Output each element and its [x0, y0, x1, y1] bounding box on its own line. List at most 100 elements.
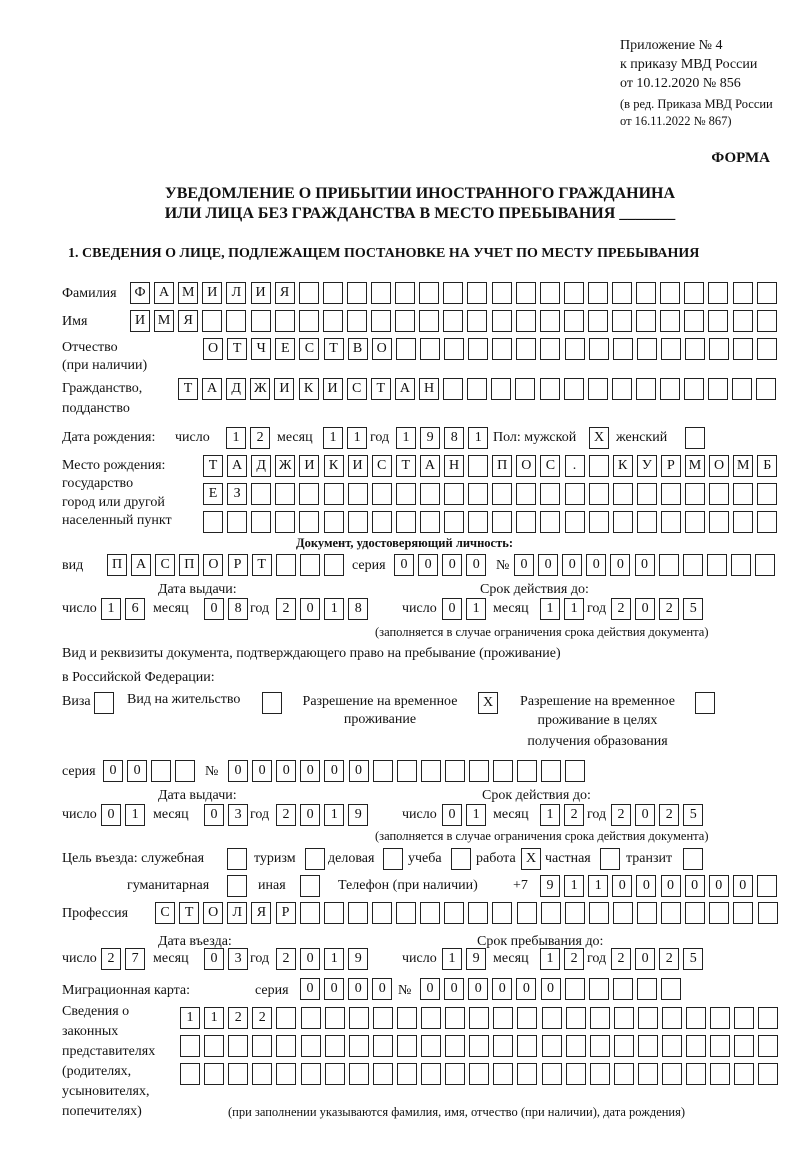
char-cell[interactable]: 1 — [101, 598, 121, 620]
char-cell[interactable] — [396, 760, 417, 782]
char-cell[interactable] — [444, 483, 464, 505]
char-cell[interactable] — [755, 554, 775, 576]
char-cell[interactable] — [565, 1063, 586, 1085]
char-cell[interactable]: 1 — [588, 875, 609, 897]
char-cell[interactable]: Ч — [251, 338, 272, 360]
char-cell[interactable] — [493, 1035, 514, 1057]
char-cell[interactable] — [276, 1035, 297, 1057]
char-cell[interactable] — [323, 511, 344, 533]
char-cell[interactable] — [635, 378, 656, 400]
char-cell[interactable] — [539, 378, 560, 400]
char-cell[interactable]: 0 — [420, 978, 440, 1000]
char-cell[interactable] — [227, 875, 247, 897]
char-cell[interactable] — [468, 902, 489, 924]
char-cell[interactable]: К — [612, 455, 633, 477]
char-cell[interactable] — [396, 1035, 417, 1057]
char-cell[interactable] — [180, 1035, 200, 1057]
char-cell[interactable] — [612, 282, 632, 304]
char-cell[interactable] — [658, 554, 679, 576]
char-cell[interactable] — [383, 848, 403, 870]
char-cell[interactable] — [468, 483, 489, 505]
char-cell[interactable] — [298, 282, 319, 304]
char-cell[interactable]: 0 — [732, 875, 753, 897]
char-cell[interactable] — [564, 338, 585, 360]
char-cell[interactable] — [708, 378, 729, 400]
char-cell[interactable]: 0 — [300, 760, 321, 782]
char-cell[interactable]: К — [323, 455, 344, 477]
char-cell[interactable]: 0 — [348, 760, 369, 782]
char-cell[interactable] — [683, 848, 703, 870]
char-cell[interactable]: 2 — [611, 804, 631, 826]
char-cell[interactable] — [444, 511, 464, 533]
char-cell[interactable]: М — [154, 310, 175, 332]
char-cell[interactable]: 0 — [684, 875, 705, 897]
char-cell[interactable] — [758, 1063, 779, 1085]
char-cell[interactable]: 0 — [468, 978, 489, 1000]
char-cell[interactable]: Ф — [130, 282, 150, 304]
char-cell[interactable] — [324, 1007, 345, 1029]
char-cell[interactable] — [445, 1063, 466, 1085]
char-cell[interactable] — [734, 1007, 755, 1029]
char-cell[interactable] — [539, 282, 560, 304]
char-cell[interactable] — [565, 760, 586, 782]
char-cell[interactable] — [372, 1035, 393, 1057]
char-cell[interactable]: 1 — [442, 948, 462, 970]
char-cell[interactable] — [613, 1063, 634, 1085]
char-cell[interactable] — [660, 310, 681, 332]
char-cell[interactable] — [733, 338, 754, 360]
char-cell[interactable]: 1 — [564, 598, 585, 620]
char-cell[interactable]: К — [298, 378, 319, 400]
char-cell[interactable] — [587, 310, 608, 332]
char-cell[interactable] — [419, 310, 440, 332]
char-cell[interactable]: А — [131, 554, 152, 576]
char-cell[interactable] — [322, 282, 343, 304]
char-cell[interactable] — [756, 875, 777, 897]
char-cell[interactable] — [443, 282, 464, 304]
char-cell[interactable] — [636, 310, 657, 332]
char-cell[interactable] — [732, 282, 753, 304]
char-cell[interactable]: Я — [178, 310, 199, 332]
char-cell[interactable]: 0 — [300, 804, 321, 826]
char-cell[interactable] — [468, 511, 489, 533]
char-cell[interactable]: С — [155, 902, 175, 924]
char-cell[interactable] — [467, 378, 488, 400]
char-cell[interactable]: 1 — [540, 598, 560, 620]
char-cell[interactable] — [492, 902, 513, 924]
char-cell[interactable]: В — [347, 338, 368, 360]
char-cell[interactable] — [708, 282, 729, 304]
char-cell[interactable]: Т — [323, 338, 344, 360]
char-cell[interactable]: 0 — [300, 948, 321, 970]
char-cell[interactable]: 1 — [564, 875, 585, 897]
char-cell[interactable] — [323, 902, 344, 924]
char-cell[interactable] — [444, 760, 465, 782]
char-cell[interactable]: 0 — [442, 554, 463, 576]
char-cell[interactable] — [709, 902, 730, 924]
char-cell[interactable]: 2 — [611, 948, 631, 970]
char-cell[interactable] — [515, 282, 536, 304]
char-cell[interactable] — [515, 310, 536, 332]
char-cell[interactable] — [175, 760, 196, 782]
char-cell[interactable] — [395, 338, 416, 360]
char-cell[interactable]: 0 — [610, 554, 631, 576]
char-cell[interactable] — [347, 483, 368, 505]
char-cell[interactable] — [588, 483, 609, 505]
char-cell[interactable]: 0 — [324, 978, 345, 1000]
char-cell[interactable]: 8 — [228, 598, 249, 620]
char-cell[interactable] — [444, 338, 464, 360]
char-cell[interactable]: Е — [275, 338, 296, 360]
char-cell[interactable]: Т — [203, 455, 223, 477]
char-cell[interactable]: 0 — [394, 554, 414, 576]
char-cell[interactable] — [491, 378, 512, 400]
char-cell[interactable] — [540, 338, 561, 360]
char-cell[interactable] — [662, 1035, 682, 1057]
char-cell[interactable] — [730, 554, 751, 576]
char-cell[interactable] — [541, 1007, 562, 1029]
char-cell[interactable] — [346, 310, 367, 332]
char-cell[interactable] — [517, 1007, 538, 1029]
char-cell[interactable] — [564, 483, 585, 505]
char-cell[interactable]: 2 — [564, 804, 585, 826]
char-cell[interactable] — [540, 902, 561, 924]
char-cell[interactable] — [588, 902, 609, 924]
char-cell[interactable]: 9 — [348, 804, 369, 826]
char-cell[interactable] — [589, 1035, 610, 1057]
